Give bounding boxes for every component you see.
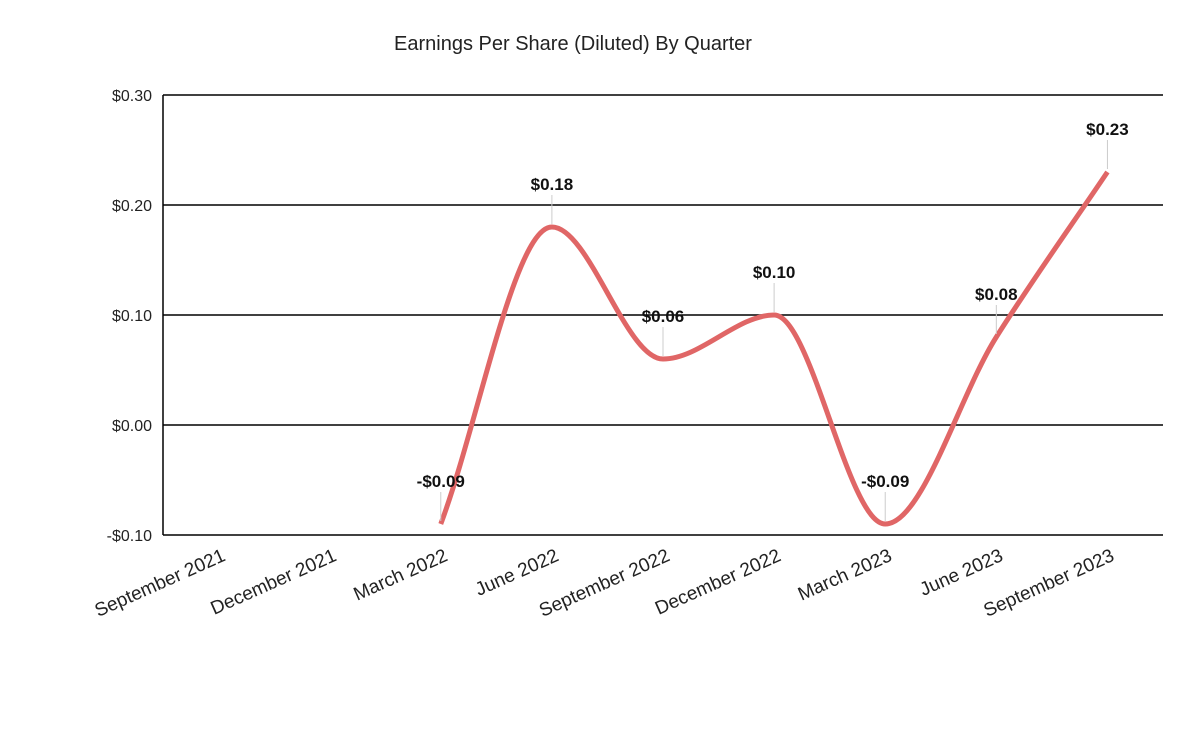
y-tick-label: -$0.10 bbox=[107, 528, 152, 545]
data-labels: -$0.09 $0.18 $0.06 $0.10 -$0.09 $0.08 $0.23 bbox=[417, 120, 1129, 521]
x-tick-label: December 2022 bbox=[652, 545, 784, 619]
x-tick-label: September 2021 bbox=[92, 545, 229, 621]
data-label: $0.06 bbox=[642, 307, 685, 326]
data-label: $0.23 bbox=[1086, 120, 1129, 139]
y-tick-label: $0.30 bbox=[112, 88, 152, 105]
data-label: $0.10 bbox=[753, 263, 796, 282]
x-tick-label: June 2022 bbox=[472, 545, 562, 600]
series-line bbox=[438, 170, 1110, 527]
data-label: -$0.09 bbox=[417, 472, 465, 491]
y-tick-label: $0.20 bbox=[112, 198, 152, 215]
x-tick-label: June 2023 bbox=[917, 545, 1007, 600]
y-tick-label: $0.00 bbox=[112, 418, 152, 435]
y-tick-label: $0.10 bbox=[112, 308, 152, 325]
x-tick-label: March 2022 bbox=[351, 545, 451, 605]
data-label: $0.18 bbox=[531, 175, 574, 194]
series-layer bbox=[438, 170, 1110, 527]
y-axis: $0.30 $0.20 $0.10 $0.00 -$0.10 bbox=[107, 88, 164, 545]
chart-title: Earnings Per Share (Diluted) By Quarter bbox=[394, 33, 752, 55]
x-tick-label: March 2023 bbox=[795, 545, 895, 605]
data-label: -$0.09 bbox=[861, 472, 909, 491]
x-tick-label: December 2021 bbox=[208, 545, 340, 619]
data-label: $0.08 bbox=[975, 285, 1018, 304]
